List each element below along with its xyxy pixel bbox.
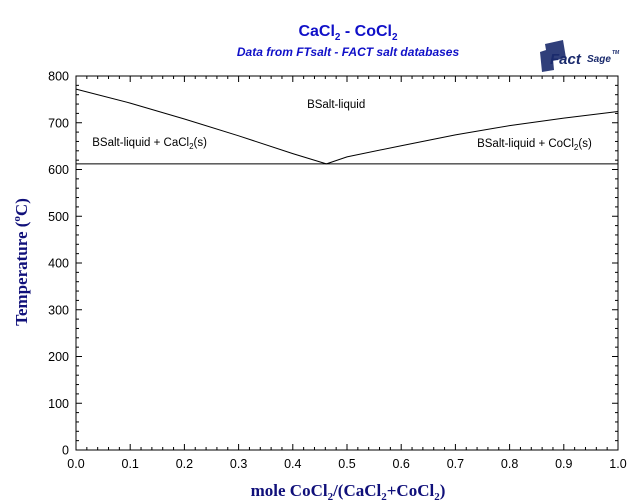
y-tick-label: 800	[48, 70, 69, 84]
y-tick-label: 600	[48, 163, 69, 177]
x-tick-labels: 0.0 0.1 0.2 0.3 0.4 0.5 0.6 0.7 0.8 0.9 1.0	[67, 457, 626, 471]
logo-text-tm: TM	[612, 50, 620, 56]
series-line-1	[326, 111, 619, 165]
annotation-liquid: BSalt-liquid	[307, 99, 365, 111]
annotation-right-region: BSalt-liquid + CoCl2(s)	[477, 138, 592, 152]
x-axis-label: mole CoCl2/(CaCl2+CoCl2)	[251, 481, 446, 503]
factsage-logo-mark	[540, 40, 566, 72]
factsage-logo: Fact Sage TM	[540, 40, 620, 72]
x-tick-label: 0.1	[122, 457, 139, 471]
series-lines	[75, 88, 619, 165]
x-tick-label: 0.9	[555, 457, 572, 471]
plot-frame	[75, 75, 619, 451]
y-tick-label: 500	[48, 210, 69, 224]
y-tick-labels: 0 100 200 300 400 500 600 700 800	[48, 70, 69, 458]
x-tick-label: 0.3	[230, 457, 247, 471]
logo-text-fact: Fact	[550, 51, 582, 68]
x-tick-label: 1.0	[609, 457, 626, 471]
logo-text-sage: Sage	[587, 54, 611, 65]
y-tick-label: 100	[48, 397, 69, 411]
x-tick-label: 0.8	[501, 457, 518, 471]
y-tick-label: 700	[48, 116, 69, 130]
x-tick-label: 0.6	[393, 457, 410, 471]
y-tick-label: 200	[48, 350, 69, 364]
y-tick-label: 300	[48, 303, 69, 317]
axis-ticks	[75, 75, 619, 451]
y-axis-label: Temperature (oC)	[11, 198, 31, 326]
chart-subtitle: Data from FTsalt - FACT salt databases	[237, 45, 460, 59]
series-line-0	[75, 88, 327, 165]
y-tick-label: 400	[48, 257, 69, 271]
x-tick-label: 0.5	[338, 457, 355, 471]
chart-title: CaCl2 - CoCl2	[298, 23, 398, 43]
x-tick-label: 0.4	[284, 457, 301, 471]
x-tick-label: 0.7	[447, 457, 464, 471]
x-tick-label: 0.2	[176, 457, 193, 471]
annotation-left-region: BSalt-liquid + CaCl2(s)	[92, 137, 207, 151]
x-tick-label: 0.0	[67, 457, 84, 471]
y-tick-label: 0	[62, 444, 69, 458]
